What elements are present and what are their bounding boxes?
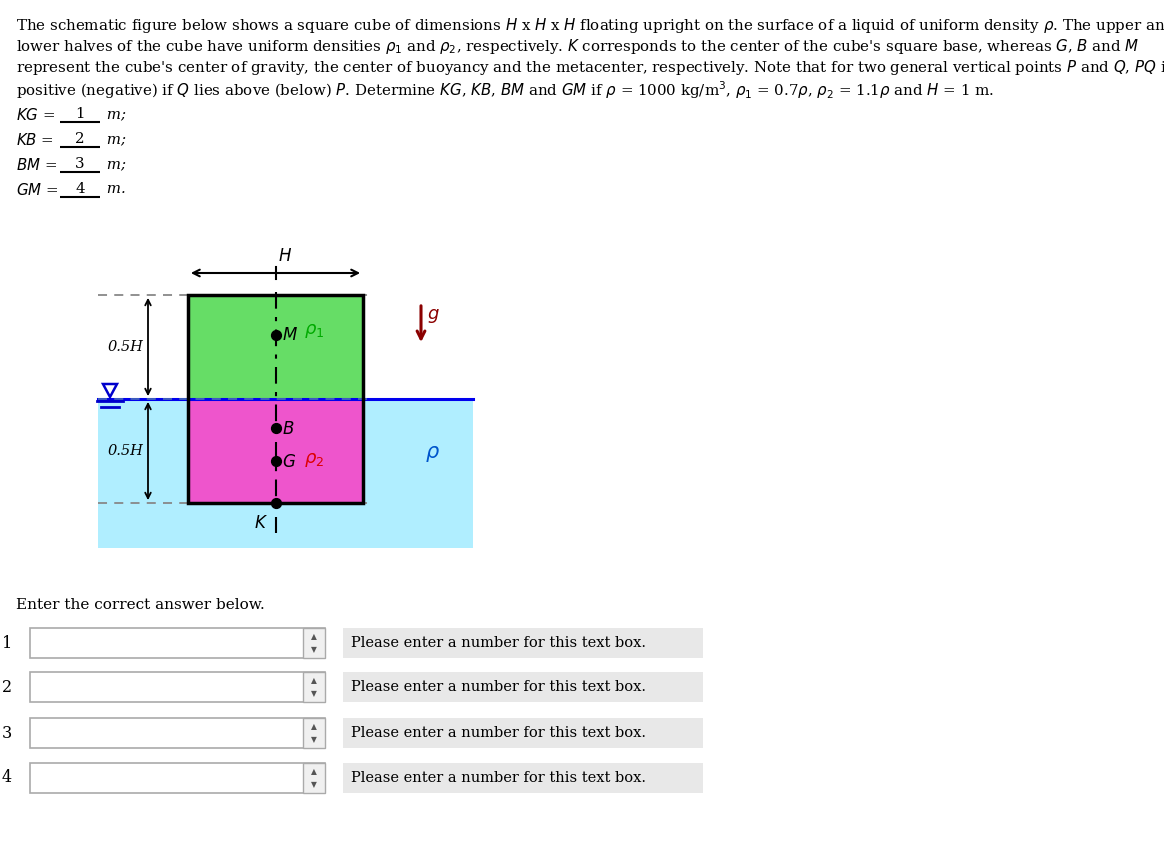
Point xyxy=(267,328,285,341)
Text: ▼: ▼ xyxy=(311,780,317,789)
Bar xyxy=(343,763,703,793)
Point xyxy=(267,496,285,510)
Text: m;: m; xyxy=(102,132,126,146)
Text: 3: 3 xyxy=(2,724,12,741)
Text: $H$: $H$ xyxy=(278,248,292,265)
Text: 4: 4 xyxy=(76,182,85,196)
Text: 1: 1 xyxy=(76,107,85,121)
Text: $g$: $g$ xyxy=(427,307,440,325)
Text: $KG$ =: $KG$ = xyxy=(16,107,57,123)
Bar xyxy=(30,718,325,748)
Text: $G$: $G$ xyxy=(283,454,297,471)
Text: m.: m. xyxy=(102,182,126,196)
Text: $\rho_1$: $\rho_1$ xyxy=(304,322,324,340)
Point xyxy=(267,421,285,435)
Bar xyxy=(303,628,325,658)
Bar xyxy=(98,399,473,548)
Bar xyxy=(189,295,363,503)
Text: ▲: ▲ xyxy=(311,632,317,642)
Text: m;: m; xyxy=(102,157,126,171)
Text: $\rho_2$: $\rho_2$ xyxy=(304,451,324,469)
Text: 3: 3 xyxy=(76,157,85,171)
Bar xyxy=(343,628,703,658)
Text: ▲: ▲ xyxy=(311,768,317,776)
Text: ▼: ▼ xyxy=(311,689,317,698)
Bar xyxy=(30,628,325,658)
Bar xyxy=(303,763,325,793)
Text: 4: 4 xyxy=(2,770,12,787)
Bar xyxy=(343,672,703,702)
Bar xyxy=(189,295,363,399)
Bar xyxy=(343,718,703,748)
Text: ▼: ▼ xyxy=(311,645,317,654)
Text: ▼: ▼ xyxy=(311,735,317,744)
Text: Enter the correct answer below.: Enter the correct answer below. xyxy=(16,598,264,612)
Text: 0.5H: 0.5H xyxy=(107,340,143,354)
Text: ▲: ▲ xyxy=(311,676,317,686)
Text: m;: m; xyxy=(102,107,126,121)
Bar xyxy=(30,672,325,702)
Text: ▲: ▲ xyxy=(311,722,317,732)
Text: $B$: $B$ xyxy=(283,420,294,438)
Bar xyxy=(189,399,363,503)
Point xyxy=(267,455,285,468)
Text: 2: 2 xyxy=(76,132,85,146)
Text: $M$: $M$ xyxy=(283,327,298,344)
Text: $KB$ =: $KB$ = xyxy=(16,132,56,148)
Text: 0.5H: 0.5H xyxy=(107,444,143,458)
Bar xyxy=(303,672,325,702)
Text: $BM$ =: $BM$ = xyxy=(16,157,58,173)
Text: Please enter a number for this text box.: Please enter a number for this text box. xyxy=(352,771,646,785)
Text: Please enter a number for this text box.: Please enter a number for this text box. xyxy=(352,726,646,740)
Text: represent the cube's center of gravity, the center of buoyancy and the metacente: represent the cube's center of gravity, … xyxy=(16,58,1164,77)
Text: Please enter a number for this text box.: Please enter a number for this text box. xyxy=(352,680,646,694)
Text: Please enter a number for this text box.: Please enter a number for this text box. xyxy=(352,636,646,650)
Bar xyxy=(303,718,325,748)
Text: The schematic figure below shows a square cube of dimensions $H$ x $H$ x $H$ flo: The schematic figure below shows a squar… xyxy=(16,16,1164,35)
Text: positive (negative) if $Q$ lies above (below) $P$. Determine $KG$, $KB$, $BM$ an: positive (negative) if $Q$ lies above (b… xyxy=(16,79,994,100)
Text: $GM$ =: $GM$ = xyxy=(16,182,59,198)
Bar xyxy=(30,763,325,793)
Text: $\rho$: $\rho$ xyxy=(425,444,440,464)
Text: 2: 2 xyxy=(2,679,12,696)
Text: 1: 1 xyxy=(2,635,12,651)
Text: $K$: $K$ xyxy=(254,515,268,532)
Text: lower halves of the cube have uniform densities $\rho_1$ and $\rho_2$, respectiv: lower halves of the cube have uniform de… xyxy=(16,37,1140,56)
